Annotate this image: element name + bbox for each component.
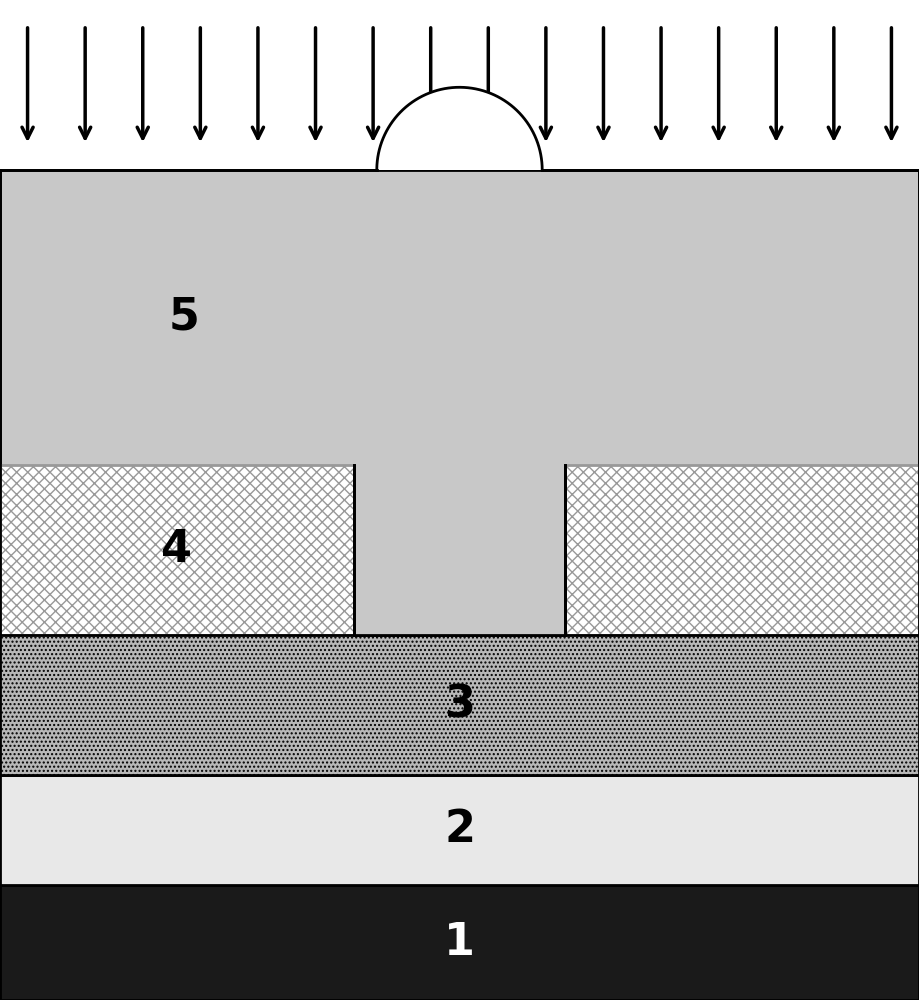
Text: 3: 3 (444, 684, 475, 726)
Text: 2: 2 (444, 808, 475, 852)
Polygon shape (377, 87, 542, 170)
Text: 4: 4 (162, 528, 192, 572)
Text: 5: 5 (168, 296, 199, 339)
Bar (0, 635, 919, 775)
Bar (0, 170, 919, 635)
Text: 1: 1 (444, 921, 475, 964)
Bar (0, 465, 354, 635)
Bar (0, 885, 919, 1000)
Bar (0, 885, 919, 1000)
Bar (0, 775, 919, 885)
Bar (565, 465, 919, 635)
